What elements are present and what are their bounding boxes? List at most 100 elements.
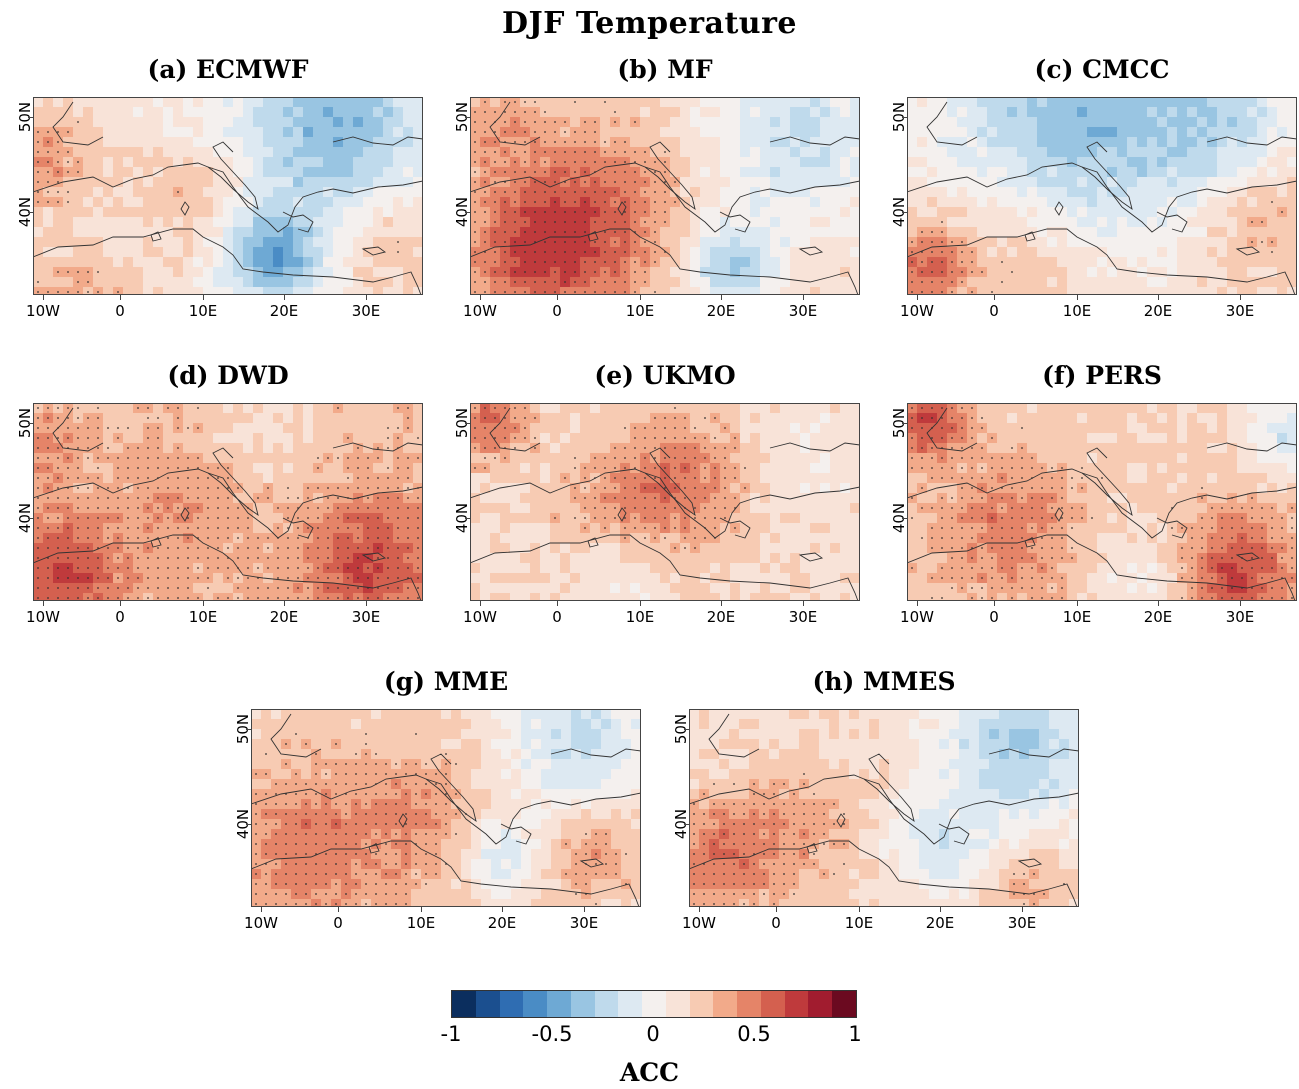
significance-dot (474, 211, 476, 213)
grid-cell (1127, 177, 1138, 188)
grid-cell (1197, 207, 1208, 218)
y-tick-mark (902, 212, 907, 213)
grid-cell (183, 403, 194, 414)
grid-cell (143, 137, 154, 148)
grid-cell (143, 287, 154, 295)
grid-cell (997, 117, 1008, 128)
grid-cell (977, 97, 988, 108)
grid-cell (1117, 277, 1128, 288)
grid-cell (1007, 247, 1018, 258)
grid-cell (830, 503, 841, 514)
grid-cell (997, 207, 1008, 218)
significance-dot (397, 517, 399, 519)
significance-dot (604, 161, 606, 163)
grid-cell (820, 443, 831, 454)
grid-cell (183, 443, 194, 454)
grid-cell (790, 167, 801, 178)
grid-cell (987, 137, 998, 148)
grid-cell (153, 127, 164, 138)
grid-cell (510, 513, 521, 524)
grid-cell (850, 523, 860, 534)
significance-dot (107, 587, 109, 589)
grid-cell (987, 177, 998, 188)
significance-dot (327, 547, 329, 549)
grid-cell (620, 97, 631, 108)
grid-cell (1177, 267, 1188, 278)
significance-dot (574, 171, 576, 173)
grid-cell (243, 137, 254, 148)
significance-dot (594, 131, 596, 133)
grid-cell (987, 277, 998, 288)
grid-cell (977, 217, 988, 228)
significance-dot (474, 261, 476, 263)
significance-dot (357, 447, 359, 449)
grid-cell (550, 473, 561, 484)
grid-cell (1037, 237, 1048, 248)
grid-cell (243, 257, 254, 268)
significance-dot (574, 101, 576, 103)
grid-cell (1247, 147, 1258, 158)
grid-cell (113, 167, 124, 178)
grid-cell (820, 127, 831, 138)
significance-dot (554, 281, 556, 283)
grid-cell (103, 127, 114, 138)
grid-cell (43, 237, 54, 248)
grid-cell (850, 573, 860, 584)
grid-cell (590, 573, 601, 584)
grid-cell (373, 227, 384, 238)
grid-cell (1027, 197, 1038, 208)
grid-cell (1007, 257, 1018, 268)
grid-cell (1067, 287, 1078, 295)
grid-cell (63, 287, 74, 295)
grid-cell (83, 107, 94, 118)
significance-dot (594, 261, 596, 263)
significance-dot (117, 437, 119, 439)
grid-cell (810, 287, 821, 295)
grid-cell (710, 177, 721, 188)
grid-cell (1047, 167, 1058, 178)
significance-dot (991, 291, 993, 293)
significance-dot (564, 221, 566, 223)
grid-cell (560, 97, 571, 108)
significance-dot (167, 477, 169, 479)
significance-dot (287, 567, 289, 569)
grid-cell (233, 433, 244, 444)
grid-cell (333, 147, 344, 158)
significance-dot (167, 587, 169, 589)
grid-cell (510, 573, 521, 584)
grid-cell (393, 187, 404, 198)
significance-dot (604, 241, 606, 243)
grid-cell (580, 533, 591, 544)
grid-cell (927, 147, 938, 158)
grid-cell (1257, 247, 1268, 258)
significance-dot (634, 211, 636, 213)
grid-cell (1187, 227, 1198, 238)
grid-cell (530, 287, 541, 295)
grid-cell (790, 573, 801, 584)
significance-dot (514, 161, 516, 163)
grid-cell (223, 453, 234, 464)
significance-dot (614, 171, 616, 173)
panel-title: (c) CMCC (1034, 55, 1170, 84)
grid-cell (243, 127, 254, 138)
significance-dot (237, 557, 239, 559)
grid-cell (580, 403, 591, 414)
acc-map (907, 97, 1297, 295)
grid-cell (323, 147, 334, 158)
significance-dot (177, 417, 179, 419)
grid-cell (223, 147, 234, 158)
grid-cell (720, 227, 731, 238)
grid-cell (907, 287, 918, 295)
significance-dot (207, 467, 209, 469)
grid-cell (1227, 257, 1238, 268)
grid-cell (730, 137, 741, 148)
grid-cell (1287, 237, 1297, 248)
grid-cell (540, 403, 551, 414)
significance-dot (377, 557, 379, 559)
grid-cell (670, 553, 681, 564)
significance-dot (397, 251, 399, 253)
significance-dot (97, 527, 99, 529)
grid-cell (1007, 187, 1018, 198)
grid-cell (790, 503, 801, 514)
grid-cell (1017, 277, 1028, 288)
